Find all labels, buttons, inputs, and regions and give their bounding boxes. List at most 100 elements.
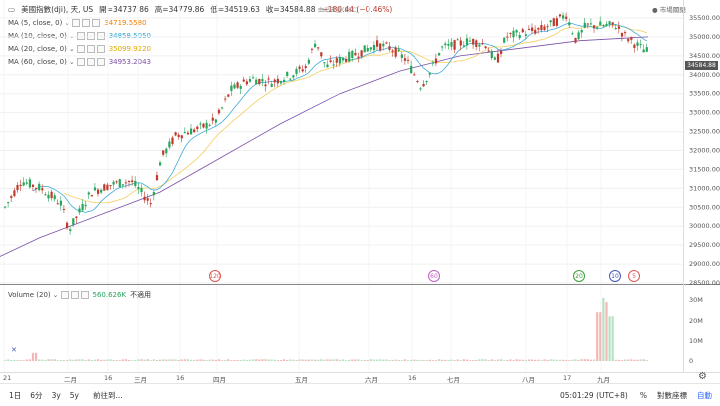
range-6m-button[interactable]: 6分 — [30, 390, 43, 400]
close-icon[interactable] — [96, 44, 105, 53]
close-icon[interactable] — [92, 18, 101, 27]
auto-scale-toggle[interactable]: 自動 — [697, 390, 712, 400]
volume-axis[interactable]: 30M 20M 10M 0 — [689, 296, 703, 365]
chevron-down-icon[interactable]: ⌄ — [52, 290, 59, 299]
chevron-down-icon[interactable]: ⌄ — [64, 18, 71, 27]
close-icon[interactable] — [80, 290, 89, 299]
candle-body — [292, 75, 295, 78]
candle-body — [38, 183, 41, 191]
price-axis[interactable]: 35500.00 35000.00 34500.00 34000.00 33500.00… — [689, 14, 720, 287]
marker-60[interactable]: 60 — [428, 270, 440, 282]
volume-bar — [540, 360, 543, 361]
candle-body — [580, 30, 583, 33]
volume-bar — [462, 359, 465, 361]
ma-legend-5[interactable]: MA (5, close, 0) ⌄ 34719.5580 — [8, 17, 147, 28]
candle-body — [462, 45, 465, 47]
visibility-icon[interactable] — [76, 31, 85, 40]
range-1d-button[interactable]: 1日 — [9, 390, 22, 400]
volume-bar — [382, 359, 385, 361]
volume-bar — [593, 359, 596, 361]
volume-bar — [168, 359, 171, 361]
settings-icon[interactable] — [86, 57, 95, 66]
candle-body — [19, 184, 22, 187]
close-icon[interactable] — [96, 31, 105, 40]
chevron-down-icon[interactable]: ⌄ — [68, 57, 75, 66]
volume-bar — [50, 359, 53, 361]
candle-body — [574, 37, 577, 43]
candle-body — [583, 22, 586, 28]
candle-body — [351, 50, 354, 58]
settings-icon[interactable] — [86, 31, 95, 40]
candle-body — [376, 40, 379, 47]
visibility-icon[interactable] — [76, 44, 85, 53]
volume-bar — [224, 360, 227, 361]
log-scale-toggle[interactable]: 對數座標 — [657, 390, 687, 400]
volume-bar — [465, 359, 469, 361]
volume-bar — [196, 359, 199, 361]
settings-icon[interactable] — [82, 18, 91, 27]
candle-body — [537, 27, 540, 30]
ma-legend-20[interactable]: MA (20, close, 0) ⌄ 35099.9220 — [8, 43, 151, 54]
marker-20[interactable]: 20 — [573, 270, 585, 282]
candle-body — [84, 204, 87, 207]
date-axis[interactable]: 21 二月 16 三月 16 四月 五月 六月 16 七月 八月 17 九月 — [0, 374, 684, 384]
settings-icon[interactable] — [86, 44, 95, 53]
ma-legend-10[interactable]: MA (10, close, 0) ⌄ 34858.5050 — [8, 30, 151, 41]
date-label: 21 — [3, 374, 12, 382]
range-5y-button[interactable]: 5y — [69, 390, 79, 400]
candle-body — [115, 181, 118, 183]
price-chart[interactable]: 35500.00 35000.00 34500.00 34000.00 33500.00… — [0, 0, 720, 383]
close-icon[interactable] — [96, 57, 105, 66]
visibility-icon[interactable] — [72, 18, 81, 27]
marker-120[interactable]: 120 — [209, 270, 221, 282]
volume-bar — [180, 359, 183, 361]
candle-body — [453, 40, 456, 50]
ma-label: MA (10, close, 0) — [8, 31, 67, 40]
ma-legend-60[interactable]: MA (60, close, 0) ⌄ 34953.2043 — [8, 56, 151, 67]
volume-bar — [571, 359, 574, 361]
candle-body — [59, 200, 62, 206]
volume-bar — [59, 359, 62, 361]
candle-body — [593, 25, 596, 29]
volume-bar — [453, 360, 456, 361]
volume-bar — [524, 359, 527, 361]
volume-bar — [174, 359, 177, 361]
marker-5[interactable]: 5 — [628, 270, 640, 282]
volume-bar — [292, 359, 295, 361]
volume-bar — [100, 359, 103, 361]
volume-bar — [611, 316, 614, 361]
volume-bar — [137, 359, 140, 361]
volume-bar — [475, 359, 478, 361]
candle-body — [549, 20, 552, 23]
settings-icon[interactable] — [70, 290, 79, 299]
volume-bar — [276, 360, 279, 361]
volume-bar — [298, 359, 301, 361]
percent-toggle[interactable]: % — [639, 390, 647, 400]
volume-bar — [636, 359, 639, 361]
volume-bar — [565, 360, 568, 361]
price-tick-label: 30500.00 — [689, 203, 720, 211]
visibility-icon[interactable] — [76, 57, 85, 66]
marker-10[interactable]: 10 — [609, 270, 621, 282]
volume-legend[interactable]: Volume (20) ⌄ 560.626K 不適用 — [8, 289, 151, 300]
volume-bar — [534, 359, 537, 361]
date-label: 九月 — [597, 376, 610, 384]
goto-button[interactable]: 前往到... — [93, 390, 123, 400]
candle-body — [555, 18, 558, 26]
chevron-down-icon[interactable]: ⌄ — [68, 31, 75, 40]
visibility-icon[interactable] — [60, 290, 69, 299]
chevron-down-icon[interactable]: ⌄ — [68, 44, 75, 53]
volume-bar — [7, 359, 10, 361]
status-dot-icon: ● — [652, 6, 658, 14]
volume-bar — [320, 359, 323, 361]
volume-bar — [589, 359, 593, 361]
candle-body — [589, 23, 593, 25]
settings-gear-icon[interactable]: ⚙ — [698, 371, 707, 382]
candle-body — [239, 85, 242, 89]
candle-body — [131, 180, 134, 183]
volume-bar — [518, 359, 521, 361]
candle-body — [283, 79, 286, 82]
collapse-icon[interactable]: ▭ — [8, 4, 16, 14]
volume-bar — [56, 360, 59, 361]
range-3y-button[interactable]: 3y — [51, 390, 61, 400]
